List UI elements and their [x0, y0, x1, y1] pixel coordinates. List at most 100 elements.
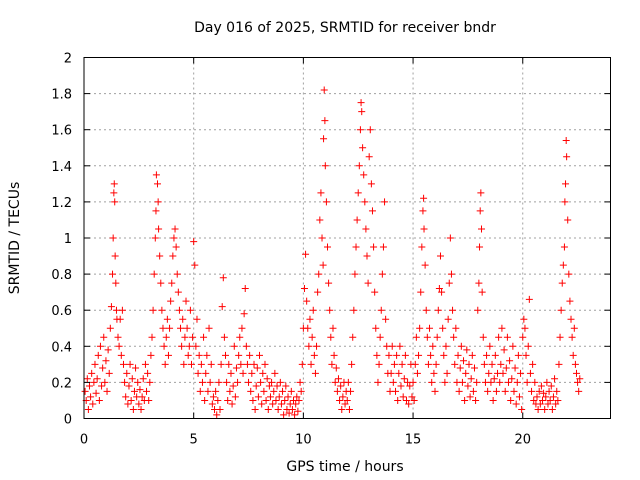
data-point	[285, 409, 293, 417]
data-point	[161, 360, 169, 368]
data-point	[343, 396, 351, 404]
data-point	[411, 360, 419, 368]
data-point	[498, 324, 506, 332]
data-point	[130, 387, 138, 395]
data-point	[390, 360, 398, 368]
data-point	[91, 360, 99, 368]
data-point	[554, 396, 562, 404]
data-point	[308, 333, 316, 341]
data-point	[470, 364, 478, 372]
data-point	[445, 279, 453, 287]
data-point	[475, 279, 483, 287]
data-point	[247, 387, 255, 395]
data-point	[111, 198, 119, 206]
data-point	[118, 306, 126, 314]
data-point	[92, 389, 100, 397]
data-point	[450, 333, 458, 341]
data-point	[506, 357, 514, 365]
data-point	[430, 369, 438, 377]
data-point	[537, 382, 545, 390]
data-point	[543, 378, 551, 386]
data-point	[485, 369, 493, 377]
data-point	[333, 387, 341, 395]
data-point	[169, 252, 177, 260]
data-point	[95, 396, 103, 404]
data-point	[569, 351, 577, 359]
data-point	[101, 378, 109, 386]
data-point	[388, 342, 396, 350]
data-point	[571, 360, 579, 368]
data-point	[327, 333, 335, 341]
data-point	[89, 400, 97, 408]
data-point	[478, 225, 486, 233]
data-point	[326, 306, 334, 314]
data-point	[348, 360, 356, 368]
data-point	[530, 396, 538, 404]
data-point	[110, 180, 118, 188]
data-point	[183, 324, 191, 332]
data-point	[153, 180, 161, 188]
data-point	[216, 405, 224, 413]
data-point	[300, 285, 308, 293]
data-point	[302, 250, 310, 258]
data-point	[219, 274, 227, 282]
data-point	[366, 126, 374, 134]
data-point	[297, 387, 305, 395]
data-point	[393, 351, 401, 359]
data-point	[541, 405, 549, 413]
data-point	[88, 369, 96, 377]
data-point	[507, 396, 515, 404]
data-point	[522, 351, 530, 359]
data-point	[98, 382, 106, 390]
data-point	[356, 126, 364, 134]
data-point	[259, 369, 267, 377]
data-point	[334, 375, 342, 383]
data-point	[467, 375, 475, 383]
data-point	[382, 315, 390, 323]
data-point	[429, 342, 437, 350]
data-point	[158, 306, 166, 314]
data-point	[460, 357, 468, 365]
data-point	[394, 396, 402, 404]
data-point	[151, 234, 159, 242]
data-point	[463, 346, 471, 354]
data-point	[229, 382, 237, 390]
data-point	[492, 387, 500, 395]
data-point	[328, 360, 336, 368]
y-tick-label: 1.4	[51, 160, 72, 175]
data-point	[533, 393, 541, 401]
data-point	[81, 387, 89, 395]
data-point	[568, 333, 576, 341]
data-point	[266, 393, 274, 401]
data-point	[263, 375, 271, 383]
data-point	[553, 387, 561, 395]
data-point	[368, 207, 376, 215]
data-point	[486, 342, 494, 350]
data-point	[105, 369, 113, 377]
data-point	[177, 324, 185, 332]
data-point	[197, 360, 205, 368]
data-point	[562, 180, 570, 188]
data-point	[137, 405, 145, 413]
data-point	[287, 387, 295, 395]
data-point	[440, 351, 448, 359]
data-point	[204, 387, 212, 395]
data-point	[271, 369, 279, 377]
data-point	[321, 162, 329, 170]
data-point	[349, 333, 357, 341]
data-point	[111, 252, 119, 260]
data-point	[159, 324, 167, 332]
data-point	[213, 411, 221, 419]
data-point	[422, 306, 430, 314]
data-point	[187, 360, 195, 368]
data-point	[423, 333, 431, 341]
data-point	[239, 369, 247, 377]
x-tick-label: 0	[80, 433, 88, 448]
data-point	[501, 387, 509, 395]
data-point	[214, 396, 222, 404]
data-point	[134, 378, 142, 386]
data-point	[288, 405, 296, 413]
data-point	[561, 198, 569, 206]
data-points	[81, 86, 584, 419]
data-point	[474, 306, 482, 314]
